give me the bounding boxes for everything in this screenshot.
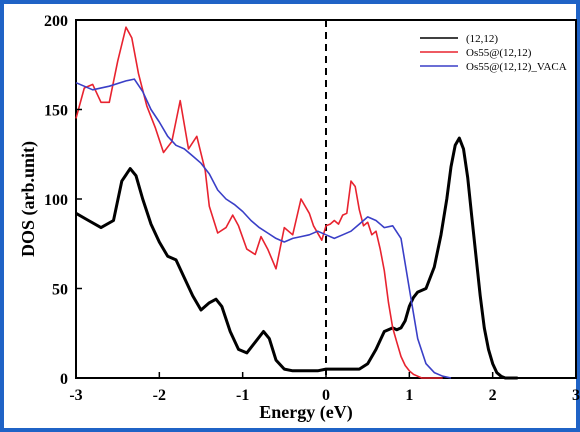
y-tick-label: 150 [44, 103, 68, 120]
x-tick-label: -3 [69, 387, 82, 404]
legend-label-0: (12,12) [466, 33, 498, 45]
x-tick-label: -1 [236, 387, 249, 404]
x-tick-label: 1 [405, 387, 413, 404]
series-line-0 [75, 136, 518, 380]
axes: -3 -2 -1 0 1 2 3 0 50 100 150 200 [44, 13, 580, 404]
y-tick-label: 200 [44, 13, 68, 30]
y-axis-label: DOS (arb.unit) [18, 141, 39, 257]
x-tick-label: -2 [153, 387, 166, 404]
legend: (12,12) Os55@(12,12) Os55@(12,12)_VACA [420, 33, 567, 73]
y-tick-label: 0 [60, 371, 68, 388]
x-tick-label: 2 [489, 387, 497, 404]
plot-area [75, 19, 577, 379]
series-line-2 [75, 78, 452, 379]
x-axis-label: Energy (eV) [259, 402, 352, 423]
plot-border [75, 19, 577, 379]
series-lines [75, 26, 518, 380]
legend-label-2: Os55@(12,12)_VACA [466, 61, 567, 73]
series-line-1 [75, 26, 443, 379]
legend-label-1: Os55@(12,12) [466, 47, 532, 59]
y-tick-label: 100 [44, 192, 68, 209]
x-tick-label: 3 [572, 387, 580, 404]
y-tick-label: 50 [52, 282, 68, 299]
x-tick-label: 0 [322, 387, 330, 404]
